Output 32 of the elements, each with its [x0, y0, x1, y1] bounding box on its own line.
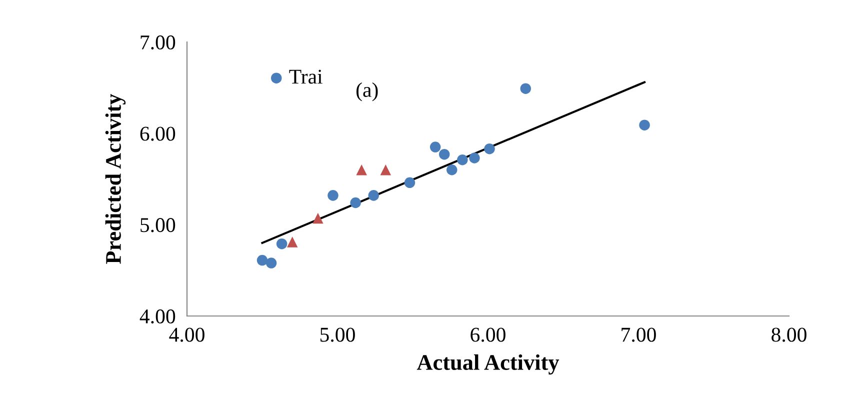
y-tick-label: 4.00	[140, 309, 176, 324]
point	[469, 152, 480, 164]
point	[256, 254, 268, 266]
y-tick-label: 5.00	[140, 218, 176, 232]
point	[380, 164, 392, 176]
point	[520, 83, 532, 94]
point	[446, 164, 458, 176]
y-axis-title: Predicted Activity	[105, 94, 126, 264]
point	[457, 154, 468, 166]
y-tick-label: 6.00	[140, 126, 176, 141]
x-tick-label: 6.00	[470, 328, 506, 342]
x-tick-label: 7.00	[622, 328, 656, 342]
x-axis-title: Actual Activity	[416, 354, 560, 375]
point	[312, 212, 324, 224]
point	[286, 236, 298, 248]
point	[368, 190, 379, 201]
x-tick-label: 4.00	[169, 328, 204, 342]
point	[356, 164, 367, 176]
legend-label: Trai	[289, 70, 322, 84]
x-tick-label: 5.00	[320, 328, 355, 342]
point	[328, 190, 338, 201]
point	[350, 197, 361, 208]
point	[484, 143, 495, 154]
point	[266, 258, 277, 268]
point	[438, 148, 450, 160]
point	[430, 142, 441, 152]
point	[404, 177, 416, 188]
y-tick-label: 7.00	[140, 35, 176, 50]
annotation: (a)	[356, 82, 378, 102]
point	[276, 238, 288, 250]
x-tick-label: 8.00	[772, 328, 806, 342]
point	[639, 120, 650, 130]
